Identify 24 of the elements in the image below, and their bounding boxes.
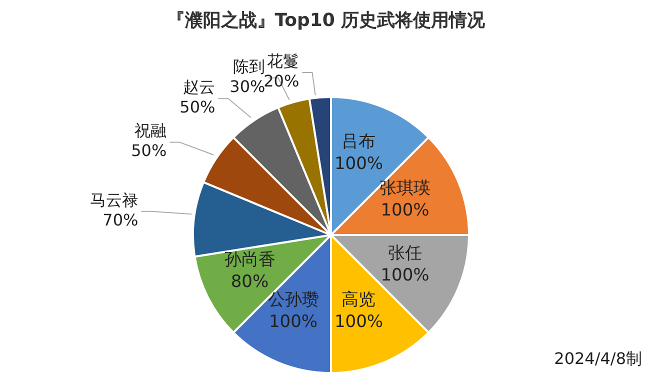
text: 2024/4/8制 — [554, 349, 642, 368]
slice-label: 公孙瓒 — [268, 290, 319, 310]
data-label: 50% — [180, 98, 216, 117]
data-label: 100% — [380, 266, 430, 286]
slice-label: 马云禄 — [90, 190, 138, 210]
data-label: 50% — [131, 141, 167, 160]
data-label: 30% — [230, 76, 266, 96]
data-label: 100% — [334, 312, 384, 332]
data-label: 70% — [102, 210, 138, 230]
slice-label: 张任 — [388, 244, 422, 264]
data-label: 100% — [334, 154, 384, 174]
slice-label: 祝融 — [134, 121, 167, 140]
slice-label: 赵云 — [183, 78, 216, 97]
slice-label: 陈到 — [233, 56, 266, 76]
data-label: 100% — [380, 200, 430, 220]
slice-label: 高览 — [342, 290, 376, 310]
data-label: 80% — [230, 272, 269, 292]
slice-label: 孙尚香 — [224, 250, 276, 270]
slice-label: 张琪瑛 — [380, 178, 431, 198]
slice-label: 吕布 — [342, 132, 376, 152]
slice-label: 花鬘 — [267, 51, 300, 70]
chart-title: 『濮阳之战』Top10 历史武将使用情况 — [166, 10, 486, 31]
data-label: 20% — [264, 71, 300, 90]
data-label: 100% — [268, 312, 318, 332]
